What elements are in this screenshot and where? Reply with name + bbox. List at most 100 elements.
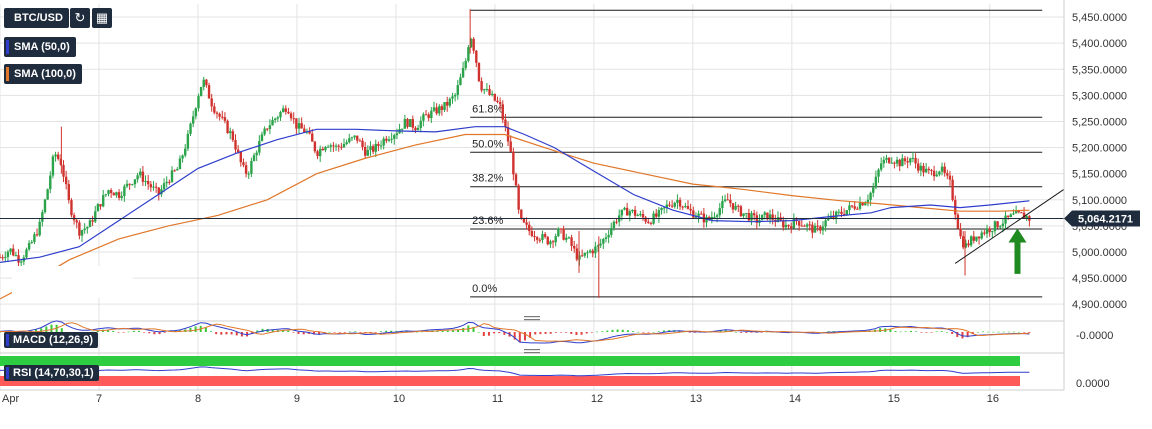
candle-body — [348, 138, 351, 143]
candle-body — [14, 255, 18, 257]
candle-body — [0, 257, 2, 259]
macd-bar — [940, 331, 943, 332]
candle-body — [472, 38, 475, 51]
macd-bar — [385, 330, 388, 332]
candle-body — [864, 203, 867, 206]
rsi-legend[interactable]: RSI (14,70,30,1) — [4, 365, 99, 381]
macd-bar — [740, 332, 743, 333]
candle-body — [501, 104, 504, 120]
macd-bar — [477, 331, 480, 333]
macd-bar — [436, 330, 439, 332]
candle-body — [504, 119, 507, 127]
candle-body — [895, 159, 899, 164]
macd-bar — [261, 328, 264, 332]
candle-body — [231, 131, 235, 141]
candle-body — [210, 98, 213, 107]
candle-body — [565, 237, 568, 240]
candle-body — [72, 215, 76, 221]
candle-body — [403, 118, 407, 129]
candle-body — [181, 155, 184, 159]
candle-body — [38, 221, 41, 236]
time-tick-label: 15 — [888, 393, 900, 405]
candle-body — [490, 93, 494, 95]
candle-body — [438, 106, 441, 114]
candle-body — [668, 204, 671, 206]
candle-body — [615, 221, 618, 223]
sma-50-legend[interactable]: SMA (50,0) — [4, 37, 76, 57]
candle-body — [152, 186, 155, 188]
candle-body — [541, 234, 544, 241]
candle-body — [850, 205, 854, 207]
candle-body — [980, 232, 983, 239]
macd-bar — [997, 331, 1000, 333]
candle-body — [59, 158, 63, 165]
macd-bar — [621, 329, 624, 332]
macd-bar — [632, 331, 635, 332]
candle-body — [644, 217, 647, 222]
macd-bar — [297, 332, 300, 334]
macd-swatch — [6, 334, 9, 346]
candle-body — [917, 163, 920, 171]
candle-body — [408, 119, 412, 127]
candle-body — [872, 187, 875, 193]
price-tick-label: 5,200.0000 — [1072, 143, 1127, 155]
candle-body — [1012, 213, 1015, 215]
candle-body — [12, 248, 15, 256]
candle-body — [300, 123, 303, 129]
candle-body — [599, 243, 602, 246]
candle-body — [440, 106, 444, 110]
fibonacci-retracement[interactable]: 61.8% 50.0% 38.2% 23.6% 0.0% — [470, 9, 1043, 298]
candle-body — [430, 110, 433, 119]
candle-body — [551, 241, 555, 243]
sma-100-line — [0, 133, 1030, 300]
macd-bar — [153, 332, 156, 335]
macd-bar — [1012, 331, 1015, 333]
candle-body — [456, 85, 459, 95]
macd-bar — [215, 332, 218, 335]
rsi-panel-handle[interactable] — [524, 349, 540, 354]
candle-body — [242, 162, 245, 166]
sma-100-legend[interactable]: SMA (100,0) — [4, 64, 82, 84]
macd-axis-value: -0.0000 — [1076, 330, 1113, 342]
macd-bar — [637, 331, 640, 333]
macd-bar — [96, 330, 99, 332]
macd-bar — [163, 332, 166, 333]
calendar-button[interactable]: ▦ — [92, 8, 112, 28]
candle-body — [115, 192, 118, 196]
macd-bar — [930, 332, 933, 333]
macd-bar — [832, 331, 835, 332]
candle-body — [189, 123, 192, 134]
macd-bar — [282, 330, 285, 332]
price-axis[interactable]: 5,450.0000 5,400.0000 5,350.0000 5,300.0000… — [1072, 12, 1127, 311]
candle-body — [146, 181, 150, 185]
macd-bar — [590, 332, 593, 333]
symbol-legend[interactable]: BTC/USD — [4, 8, 69, 28]
fib-level-label: 38.2% — [472, 173, 503, 185]
reload-button[interactable]: ↻ — [70, 8, 90, 28]
candle-body — [43, 199, 47, 213]
rsi-line — [0, 366, 1030, 377]
macd-bar — [734, 331, 737, 333]
candle-body — [247, 173, 250, 175]
candle-body — [295, 118, 298, 129]
candle-body — [345, 142, 348, 144]
blank-overlay — [12, 266, 133, 298]
candle-body — [279, 112, 282, 118]
candle-body — [662, 207, 666, 209]
macd-bar — [359, 332, 362, 333]
candle-body — [78, 222, 81, 236]
macd-panel-handle[interactable] — [524, 316, 540, 321]
candle-body — [813, 225, 817, 233]
candle-body — [374, 143, 377, 152]
candle-body — [88, 220, 92, 228]
candle-body — [361, 140, 364, 147]
macd-legend[interactable]: MACD (12,26,9) — [4, 332, 99, 348]
candle-body — [157, 187, 160, 195]
candle-body — [932, 170, 936, 177]
macd-bar — [585, 332, 588, 334]
macd-bar — [961, 332, 964, 339]
support-trendline[interactable] — [954, 188, 1065, 264]
time-axis[interactable]: Apr 7 8 9 10 11 12 13 14 15 16 — [2, 393, 999, 405]
macd-bar — [565, 332, 568, 333]
